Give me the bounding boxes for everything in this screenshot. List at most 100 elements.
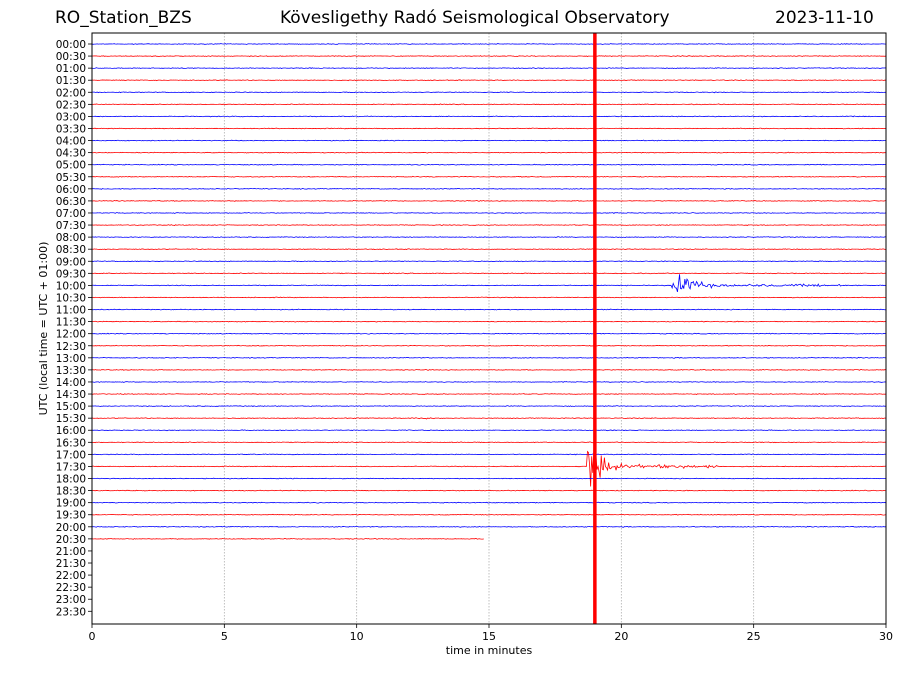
y-tick-label: 22:30 xyxy=(56,582,86,594)
trace-15:30 xyxy=(91,417,887,420)
y-tick-label: 01:30 xyxy=(56,75,86,87)
y-tick-label: 20:00 xyxy=(56,522,86,534)
trace-12:30 xyxy=(91,344,887,347)
y-tick-label: 15:30 xyxy=(56,413,86,425)
trace-06:30 xyxy=(91,199,887,202)
trace-00:30 xyxy=(91,55,887,57)
y-tick-label: 18:30 xyxy=(56,486,86,498)
y-tick-label: 18:00 xyxy=(56,474,86,486)
y-tick-label: 21:00 xyxy=(56,546,86,558)
y-tick-label: 22:00 xyxy=(56,570,86,582)
y-tick-label: 02:30 xyxy=(56,99,86,111)
y-tick-label: 11:00 xyxy=(56,305,86,317)
x-tick-label: 15 xyxy=(482,630,496,643)
y-tick-label: 13:30 xyxy=(56,365,86,377)
trace-00:00 xyxy=(91,43,887,45)
record-date: 2023-11-10 xyxy=(775,8,874,28)
y-tick-label: 04:00 xyxy=(56,136,86,148)
trace-06:00 xyxy=(91,187,887,190)
trace-04:30 xyxy=(91,151,887,154)
trace-03:00 xyxy=(91,115,887,118)
x-tick-label: 0 xyxy=(89,630,96,643)
trace-17:00 xyxy=(91,453,887,456)
trace-14:00 xyxy=(91,381,887,383)
trace-03:30 xyxy=(91,127,887,130)
y-tick-label: 10:30 xyxy=(56,292,86,304)
x-tick-layer: 0 5 10 15 20 25 30 xyxy=(89,624,893,643)
trace-01:00 xyxy=(91,67,887,70)
trace-18:00 xyxy=(91,477,887,480)
y-tick-label: 01:00 xyxy=(56,63,86,75)
trace-19:30 xyxy=(91,513,887,516)
trace-16:00 xyxy=(91,429,887,432)
y-tick-label: 23:00 xyxy=(56,594,86,606)
trace-11:00 xyxy=(91,308,887,311)
y-tick-label: 12:30 xyxy=(56,341,86,353)
trace-layer xyxy=(91,43,887,540)
trace-09:30 xyxy=(91,272,887,275)
y-tick-label: 06:00 xyxy=(56,184,86,196)
y-tick-label: 15:00 xyxy=(56,401,86,413)
y-tick-label: 09:00 xyxy=(56,256,86,268)
trace-17:30 xyxy=(91,450,887,487)
y-tick-label: 10:00 xyxy=(56,280,86,292)
x-axis-label: time in minutes xyxy=(446,644,533,657)
trace-07:30 xyxy=(91,224,887,226)
y-tick-label: 00:00 xyxy=(56,39,86,51)
y-tick-label: 02:00 xyxy=(56,87,86,99)
trace-02:00 xyxy=(91,91,887,94)
observatory-title: Kövesligethy Radó Seismological Observat… xyxy=(280,8,670,28)
trace-05:00 xyxy=(92,163,887,166)
trace-07:00 xyxy=(91,211,887,214)
y-tick-label: 03:00 xyxy=(56,111,86,123)
station-name: RO_Station_BZS xyxy=(55,8,192,28)
y-tick-label: 17:30 xyxy=(56,461,86,473)
trace-10:30 xyxy=(91,296,887,299)
y-tick-label: 05:00 xyxy=(56,160,86,172)
y-tick-label: 08:00 xyxy=(56,232,86,244)
x-tick-label: 20 xyxy=(614,630,628,643)
y-tick-label: 20:30 xyxy=(56,534,86,546)
trace-05:30 xyxy=(91,175,887,178)
y-tick-label: 05:30 xyxy=(56,172,86,184)
y-tick-label: 16:00 xyxy=(56,425,86,437)
trace-09:00 xyxy=(91,260,887,263)
trace-14:30 xyxy=(91,393,887,395)
y-tick-label: 19:30 xyxy=(56,510,86,522)
trace-04:00 xyxy=(91,139,887,142)
trace-01:30 xyxy=(91,79,887,82)
trace-13:00 xyxy=(91,356,887,359)
y-tick-label: 03:30 xyxy=(56,123,86,135)
trace-02:30 xyxy=(91,103,887,106)
y-tick-layer: 00:0000:3001:0001:3002:0002:3003:0003:30… xyxy=(56,39,92,618)
y-axis-label: UTC (local time = UTC + 01:00) xyxy=(37,242,50,416)
trace-20:00 xyxy=(91,525,887,528)
y-tick-label: 06:30 xyxy=(56,196,86,208)
x-tick-label: 5 xyxy=(221,630,228,643)
y-tick-label: 13:00 xyxy=(56,353,86,365)
trace-08:00 xyxy=(91,236,887,239)
y-tick-label: 04:30 xyxy=(56,148,86,160)
y-tick-label: 21:30 xyxy=(56,558,86,570)
trace-18:30 xyxy=(91,489,887,492)
y-tick-label: 08:30 xyxy=(56,244,86,256)
y-tick-label: 14:30 xyxy=(56,389,86,401)
x-tick-label: 10 xyxy=(350,630,364,643)
y-tick-label: 07:00 xyxy=(56,208,86,220)
x-tick-label: 25 xyxy=(747,630,761,643)
trace-08:30 xyxy=(91,248,887,251)
y-tick-label: 12:00 xyxy=(56,329,86,341)
trace-19:00 xyxy=(91,501,887,504)
y-tick-label: 23:30 xyxy=(56,606,86,618)
trace-20:30 xyxy=(91,538,484,540)
trace-10:00 xyxy=(91,274,887,293)
trace-12:00 xyxy=(91,332,887,335)
y-tick-label: 19:00 xyxy=(56,498,86,510)
x-tick-label: 30 xyxy=(879,630,893,643)
trace-15:00 xyxy=(91,405,887,407)
trace-16:30 xyxy=(91,441,887,444)
y-tick-label: 11:30 xyxy=(56,317,86,329)
trace-13:30 xyxy=(91,368,887,371)
y-tick-label: 17:00 xyxy=(56,449,86,461)
